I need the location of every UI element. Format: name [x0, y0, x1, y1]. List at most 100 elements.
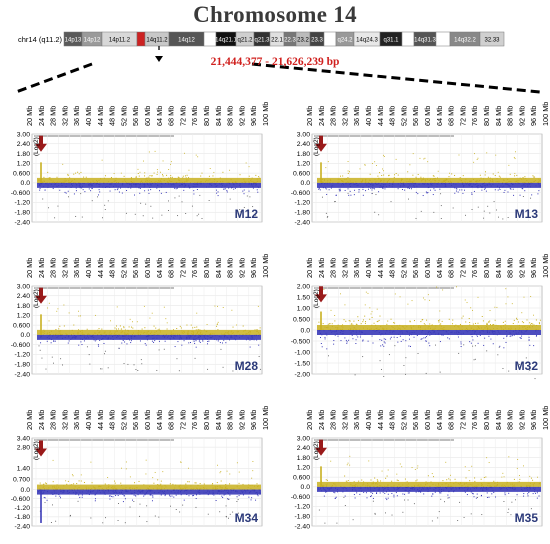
probe-point — [379, 360, 381, 362]
probe-point — [510, 335, 512, 337]
probe-point — [130, 326, 132, 328]
probe-point — [72, 475, 74, 477]
probe-point — [44, 497, 46, 499]
probe-point — [190, 342, 192, 344]
probe-point — [160, 480, 162, 482]
probe-point — [144, 175, 146, 177]
plot-header — [34, 287, 174, 289]
probe-point — [144, 343, 146, 345]
probe-point — [497, 189, 499, 191]
probe-point — [407, 171, 409, 173]
y-tick-label: -2.00 — [295, 371, 311, 378]
probe-point — [393, 176, 395, 178]
ideogram-band — [435, 31, 451, 47]
probe-point — [508, 508, 510, 510]
probe-point — [380, 480, 382, 482]
probe-point — [386, 499, 388, 501]
x-tick-label: 80 Mb — [482, 106, 491, 126]
probe-point — [255, 214, 257, 216]
probe-point — [148, 192, 150, 194]
probe-point — [349, 455, 351, 457]
probe-point — [429, 299, 431, 301]
probe-point — [516, 317, 518, 319]
x-tick-label: 92 Mb — [517, 410, 526, 430]
probe-point — [372, 500, 374, 502]
probe-point — [168, 200, 169, 202]
y-tick-label: -2.40 — [15, 523, 31, 530]
probe-point — [229, 169, 231, 171]
probe-point — [221, 495, 223, 497]
probe-point — [212, 175, 214, 177]
probe-point — [217, 321, 219, 323]
probe-point — [132, 499, 134, 501]
probe-point — [403, 493, 405, 495]
probe-point — [471, 209, 473, 210]
probe-point — [448, 172, 450, 174]
probe-point — [177, 176, 179, 178]
probe-point — [481, 316, 483, 318]
x-tick-label: 24 Mb — [37, 106, 46, 126]
probe-point — [199, 329, 201, 331]
x-tick-label: 52 Mb — [119, 106, 128, 126]
y-tick-label: 0.0 — [301, 484, 311, 491]
probe-point — [166, 328, 168, 330]
probe-point — [523, 296, 525, 298]
probe-point — [232, 326, 234, 328]
probe-point — [193, 193, 195, 195]
probe-point — [488, 462, 490, 464]
probe-point — [183, 152, 185, 154]
probe-point — [516, 467, 518, 469]
probe-point — [352, 519, 354, 521]
probe-point — [226, 470, 228, 472]
probe-point — [88, 354, 90, 356]
probe-point — [216, 323, 218, 325]
x-tick-label: 28 Mb — [329, 258, 338, 278]
probe-point — [532, 479, 534, 481]
probe-point — [379, 172, 381, 174]
probe-point — [174, 346, 176, 348]
probe-point — [149, 317, 151, 319]
probe-point — [374, 211, 376, 213]
ideogram-band-label: 23.3 — [311, 38, 323, 44]
probe-point — [429, 345, 431, 347]
x-tick-label: 76 Mb — [190, 258, 199, 278]
x-tick-label: 52 Mb — [399, 410, 408, 430]
probe-point — [69, 515, 71, 517]
cnv-plot-M13: 3.00 2.40 1.80 1.20 0.600 0.0 -0.600 -1.20 -1.80… — [291, 131, 543, 226]
x-tick-label: 64 Mb — [435, 258, 444, 278]
probe-point — [502, 472, 504, 474]
probe-point — [356, 492, 358, 494]
probe-point — [200, 175, 202, 177]
probe-point — [78, 173, 80, 175]
x-tick-label: 52 Mb — [399, 258, 408, 278]
probe-point — [46, 340, 48, 342]
probe-point — [376, 493, 378, 495]
probe-point — [160, 483, 162, 485]
probe-point — [391, 480, 393, 482]
probe-point — [112, 496, 114, 498]
probe-point — [127, 363, 129, 365]
probe-point — [362, 340, 364, 342]
x-tick-label: 64 Mb — [155, 106, 164, 126]
probe-point — [397, 174, 399, 176]
probe-point — [534, 378, 536, 380]
probe-point — [80, 193, 82, 195]
probe-point — [505, 288, 507, 290]
probe-point — [422, 195, 424, 197]
probe-point — [378, 191, 380, 193]
probe-point — [40, 342, 42, 344]
probe-point — [390, 201, 392, 203]
probe-point — [52, 481, 54, 483]
probe-point — [413, 336, 415, 338]
probe-point — [367, 340, 369, 342]
sample-label: M32 — [515, 359, 539, 373]
probe-point — [348, 194, 350, 196]
probe-point — [331, 323, 333, 325]
probe-point — [222, 307, 224, 308]
probe-point — [171, 176, 173, 178]
probe-point — [345, 480, 347, 482]
cnv-arrow — [319, 286, 323, 296]
y-tick-label: 1.80 — [17, 151, 30, 158]
y-tick-label: 1.20 — [297, 161, 310, 168]
probe-point — [109, 190, 111, 192]
